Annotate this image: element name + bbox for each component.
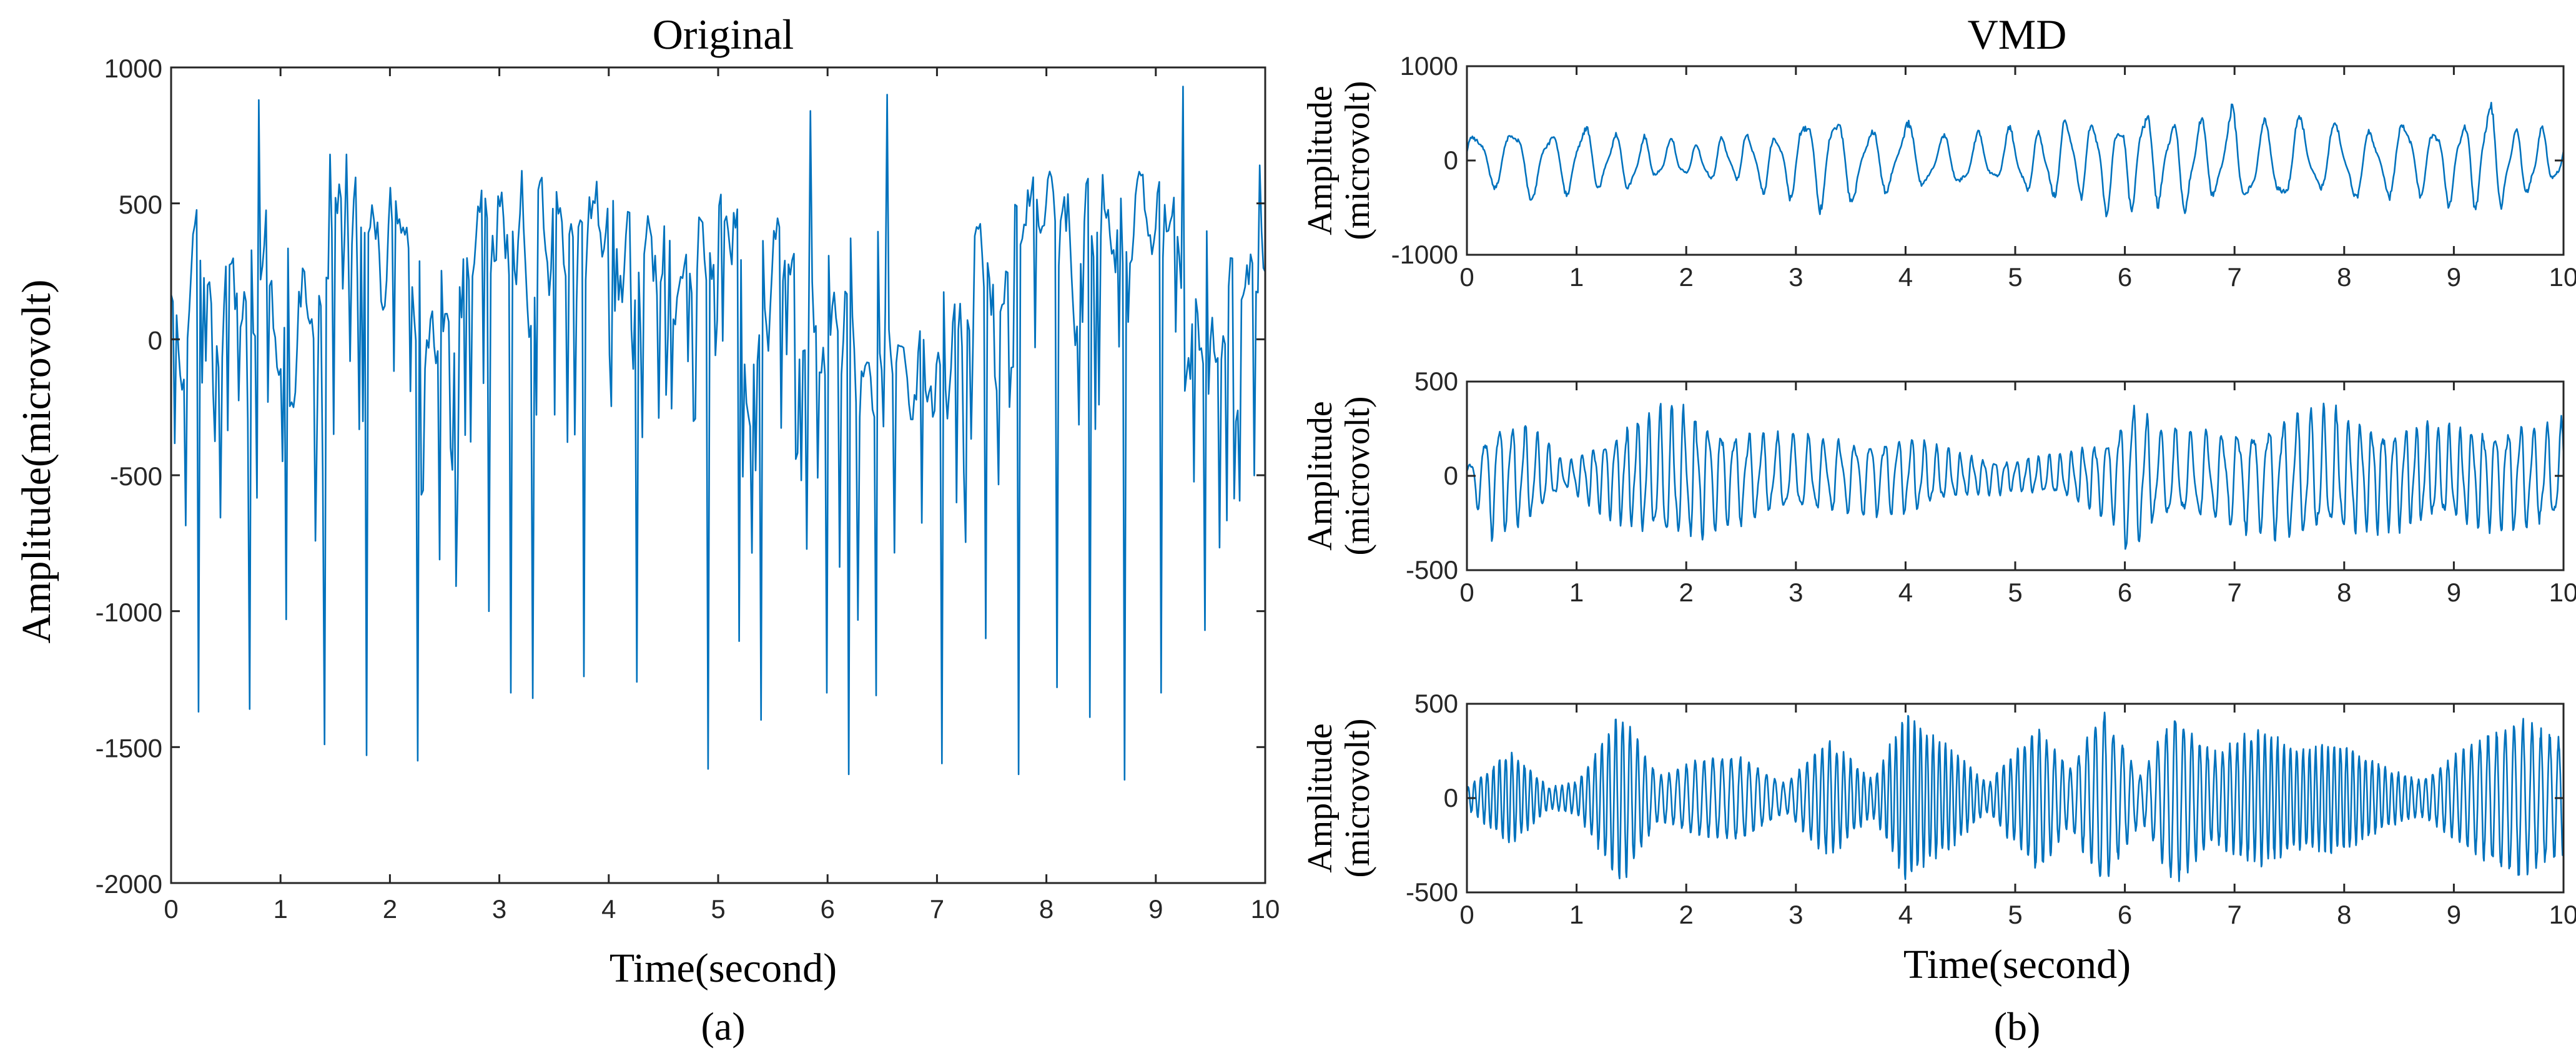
caption-b: (b): [1994, 1004, 2041, 1049]
x-tick-label: 3: [1789, 262, 1803, 292]
x-tick-label: 1: [274, 894, 288, 924]
axes-frame-vmd-mode-2: [1466, 380, 2565, 571]
ylabel-mode1-line1: Amplitude: [1301, 86, 1340, 235]
y-tick-label: 1000: [1400, 51, 1458, 81]
y-tick-label: -500: [1406, 555, 1458, 585]
x-tick-label: 6: [2118, 578, 2132, 607]
xlabel-vmd: Time(second): [1903, 942, 2131, 987]
x-tick-label: 3: [492, 894, 506, 924]
x-tick-label: 3: [1789, 900, 1803, 929]
panel-vmd: VMD Amplitude (microvolt) 0 1 2 3 4 5 6 7 8 9 1010…: [1301, 11, 2576, 1049]
x-tick-label: 8: [2337, 578, 2351, 607]
x-tick-label: 6: [821, 894, 835, 924]
title-original: Original: [653, 11, 794, 58]
x-tick-label: 6: [2118, 262, 2132, 292]
y-tick-label: -1500: [96, 733, 162, 762]
x-tick-label: 7: [2228, 900, 2242, 929]
x-tick-label: 8: [2337, 900, 2351, 929]
x-tick-label: 5: [711, 894, 725, 924]
axes-original: 0 1 2 3 4 5 6 7 8 9 10 1000 500 0 -500 -1000 -1500 -2000: [96, 54, 1280, 924]
x-tick-label: 10: [1251, 894, 1280, 924]
x-tick-label: 4: [1898, 262, 1913, 292]
x-tick-label: 9: [2447, 578, 2461, 607]
x-tick-label: 3: [1789, 578, 1803, 607]
y-tick-label: 500: [119, 190, 162, 219]
y-tick-label: 1000: [104, 54, 162, 83]
x-tick-label: 9: [2447, 262, 2461, 292]
y-tick-label: 0: [1444, 461, 1458, 490]
x-tick-label: 0: [1459, 578, 1474, 607]
x-tick-label: 1: [1569, 900, 1584, 929]
x-tick-label: 0: [1459, 900, 1474, 929]
title-vmd: VMD: [1968, 11, 2067, 58]
x-tick-label: 4: [601, 894, 616, 924]
y-tick-label: 0: [148, 325, 162, 355]
y-tick-label: -500: [110, 461, 162, 491]
x-tick-label: 0: [1459, 262, 1474, 292]
x-tick-label: 2: [1679, 900, 1694, 929]
x-tick-label: 0: [164, 894, 178, 924]
ylabel-mode2-line2: (microvolt): [1338, 396, 1377, 555]
ylabel-mode1-line2: (microvolt): [1338, 81, 1377, 240]
x-tick-label: 7: [2228, 578, 2242, 607]
y-tick-label: -1000: [96, 598, 162, 627]
y-tick-label: 0: [1444, 146, 1458, 175]
x-tick-label: 1: [1569, 578, 1584, 607]
x-tick-label: 2: [383, 894, 397, 924]
x-tick-label: 10: [2549, 578, 2576, 607]
x-tick-label: 1: [1569, 262, 1584, 292]
y-tick-label: 0: [1444, 783, 1458, 812]
x-tick-label: 6: [2118, 900, 2132, 929]
y-tick-label: 500: [1414, 689, 1458, 718]
x-tick-label: 10: [2549, 262, 2576, 292]
x-tick-label: 10: [2549, 900, 2576, 929]
caption-a: (a): [701, 1004, 745, 1049]
y-tick-label: -2000: [96, 869, 162, 899]
ylabel-mode3-line1: Amplitude: [1301, 723, 1340, 873]
y-tick-label: -1000: [1391, 240, 1458, 269]
y-tick-label: -500: [1406, 877, 1458, 907]
x-tick-label: 8: [1039, 894, 1054, 924]
panel-original: Original Amplitude(microvolt) Time(secon…: [14, 11, 1280, 1049]
x-tick-label: 4: [1898, 900, 1913, 929]
axes-frame-vmd-mode-1: [1466, 65, 2565, 256]
series-line-vmd-mode-2-0: [1466, 402, 2565, 550]
series-line-vmd-mode-3-0: [1466, 711, 2565, 882]
ylabel-original: Amplitude(microvolt): [14, 280, 59, 644]
x-tick-label: 7: [930, 894, 944, 924]
x-tick-label: 7: [2228, 262, 2242, 292]
series-line-original-0: [170, 86, 1266, 781]
xlabel-original: Time(second): [609, 945, 837, 991]
x-tick-label: 5: [2008, 900, 2022, 929]
x-tick-label: 2: [1679, 578, 1694, 607]
x-tick-label: 5: [2008, 578, 2022, 607]
x-tick-label: 5: [2008, 262, 2022, 292]
x-tick-label: 9: [2447, 900, 2461, 929]
series-line-vmd-mode-1-0: [1466, 102, 2565, 217]
y-tick-label: 500: [1414, 367, 1458, 396]
axes-frame-original: [170, 66, 1266, 884]
x-tick-label: 9: [1148, 894, 1163, 924]
x-tick-label: 4: [1898, 578, 1913, 607]
ylabel-mode3-line2: (microvolt): [1338, 718, 1377, 877]
ylabel-mode2-line1: Amplitude: [1301, 401, 1340, 551]
x-tick-label: 8: [2337, 262, 2351, 292]
x-tick-label: 2: [1679, 262, 1694, 292]
